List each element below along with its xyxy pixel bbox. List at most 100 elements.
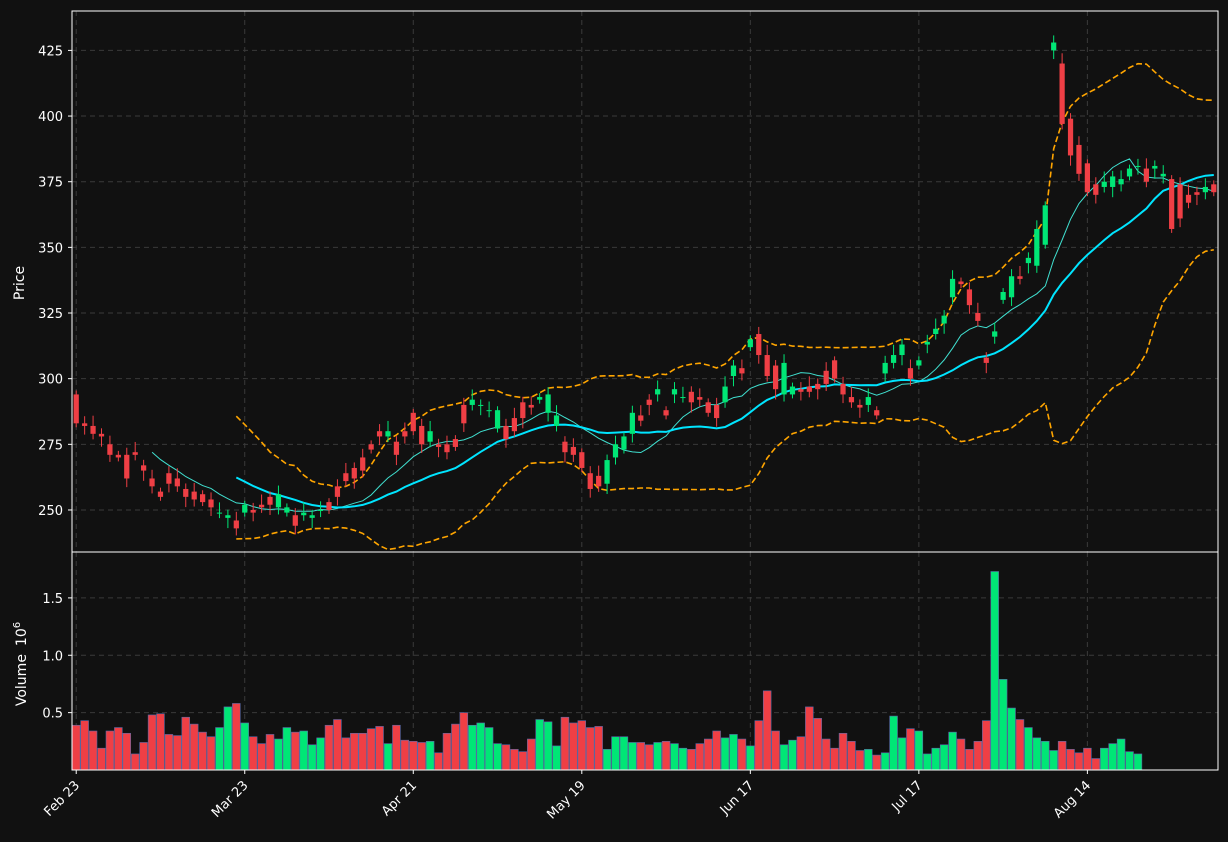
volume-bar bbox=[805, 706, 814, 771]
volume-bar bbox=[1007, 707, 1016, 771]
candle-body bbox=[865, 397, 871, 405]
candle-body bbox=[1084, 163, 1091, 193]
volume-bar bbox=[189, 723, 199, 771]
candle-body bbox=[857, 404, 863, 408]
volume-bar bbox=[1091, 758, 1101, 771]
candle-body bbox=[1008, 276, 1015, 298]
candle-body bbox=[992, 331, 998, 337]
candle-body bbox=[1152, 165, 1158, 169]
volume-bar bbox=[703, 738, 713, 771]
candle-body bbox=[975, 313, 981, 321]
volume-bar bbox=[350, 732, 359, 771]
volume-panel: 0.5 1.0 1.5 Volume 106 bbox=[12, 551, 1219, 771]
upper-band-line bbox=[235, 62, 1214, 489]
volume-bar bbox=[333, 719, 342, 771]
volume-bar bbox=[510, 749, 519, 771]
candle-body bbox=[225, 515, 231, 518]
candle-body bbox=[343, 473, 349, 482]
price-tick-label: 275 bbox=[38, 438, 63, 453]
candle-body bbox=[806, 386, 812, 392]
candle-body bbox=[1000, 292, 1006, 300]
price-axis-label: Price bbox=[12, 266, 28, 300]
volume-bar bbox=[1116, 738, 1126, 771]
candle-body bbox=[587, 473, 593, 489]
candle-body bbox=[107, 444, 113, 455]
volume-bar bbox=[948, 731, 957, 771]
price-gridlines bbox=[72, 11, 1218, 552]
candle-body bbox=[924, 341, 930, 345]
candle-body bbox=[444, 444, 450, 453]
lower-band-line bbox=[236, 249, 1214, 551]
candle-body bbox=[730, 365, 737, 377]
volume-bar bbox=[872, 754, 881, 771]
volume-bar bbox=[796, 736, 806, 771]
candle-body bbox=[141, 465, 147, 471]
volume-bar bbox=[754, 720, 763, 771]
volume-bar bbox=[535, 719, 544, 771]
candle-body bbox=[697, 397, 703, 400]
volume-bar bbox=[1049, 750, 1058, 771]
candle-body bbox=[1143, 168, 1149, 182]
volume-bar bbox=[181, 716, 190, 771]
volume-bar bbox=[383, 743, 393, 771]
price-tick-label: 425 bbox=[38, 44, 63, 59]
candle-body bbox=[393, 441, 400, 455]
candle-body bbox=[461, 404, 467, 424]
volume-bar bbox=[939, 744, 949, 771]
candle-body bbox=[410, 412, 416, 432]
candle-body bbox=[419, 425, 425, 445]
volume-bar bbox=[215, 727, 224, 771]
volume-bar bbox=[130, 753, 140, 771]
volume-bar bbox=[1066, 749, 1075, 771]
volume-bar bbox=[864, 749, 873, 771]
candle-body bbox=[1177, 184, 1183, 219]
volume-bar bbox=[72, 724, 81, 771]
volume-bar bbox=[240, 722, 249, 771]
volume-bar bbox=[518, 751, 528, 771]
volume-bar bbox=[914, 730, 924, 771]
candle-body bbox=[1017, 276, 1023, 279]
volume-bar bbox=[973, 741, 983, 771]
volume-bar bbox=[425, 741, 435, 771]
volume-bar bbox=[594, 726, 603, 771]
candle-body bbox=[1042, 205, 1048, 245]
volume-bar bbox=[998, 679, 1008, 771]
candle-body bbox=[326, 502, 332, 510]
volume-bar bbox=[678, 747, 688, 771]
candle-body bbox=[528, 404, 534, 408]
candle-body bbox=[503, 425, 509, 440]
candle-body bbox=[478, 404, 484, 406]
price-tick-label: 350 bbox=[38, 241, 63, 256]
volume-bar bbox=[990, 571, 999, 771]
candle-body bbox=[208, 499, 214, 508]
candle-body bbox=[452, 439, 459, 447]
candle-body bbox=[1135, 165, 1141, 167]
candle-body bbox=[1067, 118, 1074, 156]
candle-body bbox=[1093, 184, 1099, 195]
candle-body bbox=[663, 410, 669, 416]
candle-body bbox=[612, 444, 619, 458]
price-tick-label: 300 bbox=[38, 373, 63, 388]
candle-body bbox=[334, 486, 341, 497]
candle-body bbox=[435, 444, 442, 447]
volume-bar bbox=[105, 730, 115, 771]
volume-bar bbox=[838, 732, 848, 771]
candle-body bbox=[688, 391, 694, 403]
volume-bar bbox=[307, 744, 317, 771]
candle-body bbox=[941, 315, 947, 324]
candle-body bbox=[874, 410, 880, 416]
volume-bar bbox=[1100, 747, 1109, 771]
volume-bar bbox=[493, 743, 502, 771]
volume-bar bbox=[442, 732, 452, 771]
candle-body bbox=[233, 520, 239, 529]
price-tick-label: 375 bbox=[38, 176, 63, 191]
candle-body bbox=[831, 360, 838, 379]
volume-bar bbox=[586, 727, 595, 771]
candle-body bbox=[124, 454, 130, 479]
candle-body bbox=[756, 334, 762, 356]
candle-body bbox=[596, 475, 602, 487]
volume-bar bbox=[147, 714, 157, 771]
candle-body bbox=[317, 509, 324, 511]
volume-bar bbox=[392, 724, 401, 771]
candle-body bbox=[368, 444, 374, 450]
